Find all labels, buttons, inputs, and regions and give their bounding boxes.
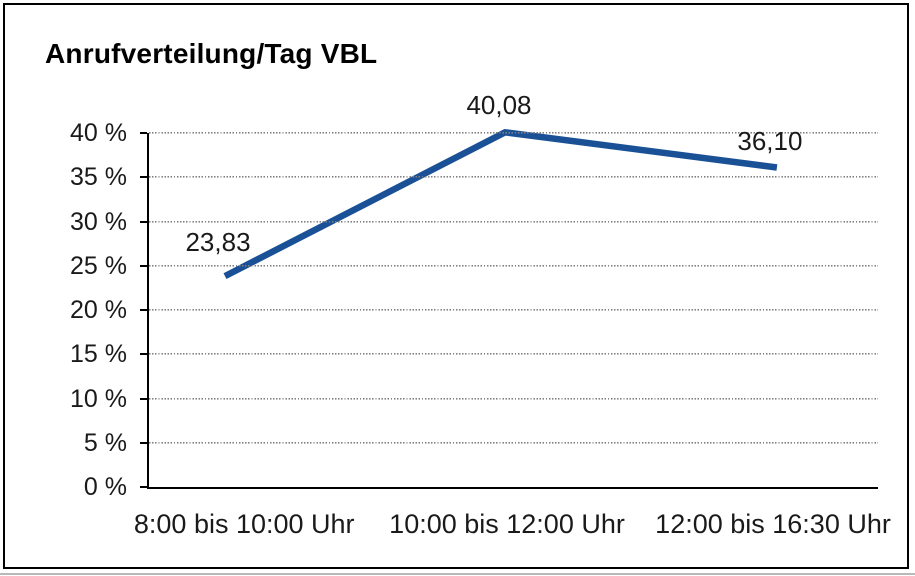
x-tick-label: 12:00 bis 16:30 Uhr bbox=[655, 509, 891, 539]
gridline bbox=[149, 264, 878, 267]
y-axis-tick bbox=[140, 353, 147, 356]
data-point-label: 23,83 bbox=[185, 227, 251, 258]
gridline bbox=[149, 176, 878, 179]
y-tick-label: 15 % bbox=[70, 340, 127, 369]
y-tick-label: 0 % bbox=[83, 473, 127, 501]
y-tick-label: 20 % bbox=[70, 296, 127, 324]
bottom-rule bbox=[0, 573, 915, 575]
y-axis-labels: 0 % 5 % 10 % 15 % 20 % 25 % 30 % 35 % 40 % bbox=[8, 119, 137, 515]
y-tick-label: 40 % bbox=[70, 119, 127, 147]
gridline bbox=[149, 441, 878, 444]
gridline bbox=[149, 309, 878, 311]
chart-title: Anrufverteilung/Tag VBL bbox=[45, 38, 378, 69]
gridline bbox=[149, 397, 878, 400]
chart-frame: Anrufverteilung/Tag VBL 0 % 5 % 10 % 15 % 20… bbox=[3, 3, 909, 569]
x-tick-label: 10:00 bis 12:00 Uhr bbox=[389, 509, 625, 539]
y-axis-tick bbox=[140, 486, 147, 488]
y-axis-tick bbox=[140, 220, 147, 223]
y-axis-tick bbox=[140, 441, 147, 444]
y-tick-label: 35 % bbox=[70, 163, 127, 192]
x-tick-label: 8:00 bis 10:00 Uhr bbox=[133, 509, 355, 539]
x-axis-labels: 8:00 bis 10:00 Uhr 10:00 bis 12:00 Uhr 12:… bbox=[134, 508, 891, 544]
y-tick-label: 5 % bbox=[83, 428, 127, 457]
y-axis-tick bbox=[140, 397, 147, 400]
y-tick-label: 10 % bbox=[70, 384, 127, 413]
data-point-label: 40,08 bbox=[466, 90, 532, 121]
gridline bbox=[149, 132, 878, 134]
plot-area: 23,83 40,08 36,10 bbox=[140, 90, 878, 489]
y-tick-label: 25 % bbox=[70, 251, 127, 280]
y-tick-label: 30 % bbox=[70, 207, 127, 236]
data-point-label: 36,10 bbox=[737, 125, 803, 156]
y-axis-tick bbox=[140, 176, 147, 179]
gridline bbox=[149, 220, 878, 223]
y-axis-tick bbox=[140, 132, 147, 134]
gridline bbox=[149, 353, 878, 356]
y-axis-tick bbox=[140, 309, 147, 311]
y-axis-tick bbox=[140, 264, 147, 267]
